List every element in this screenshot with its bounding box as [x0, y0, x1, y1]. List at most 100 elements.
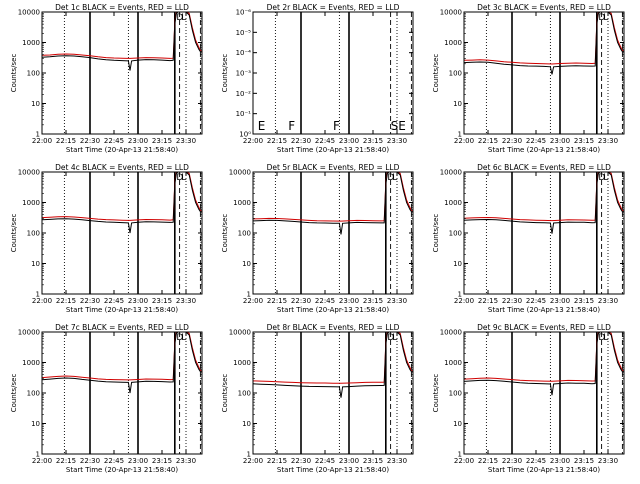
y-tick-label: 1000 — [444, 199, 462, 207]
plot-frame — [463, 171, 625, 295]
y-tick-label: 10000 — [229, 329, 251, 337]
x-axis-title: Start Time (20-Apr-13 21:58:40) — [488, 466, 600, 474]
y-tick-label: 10⁰ — [239, 131, 251, 139]
x-tick-label: 23:00 — [339, 137, 359, 145]
series-line-events — [253, 332, 413, 398]
series-line-events — [464, 172, 624, 234]
y-tick-label: 10 — [242, 420, 251, 428]
y-tick-label: 1000 — [444, 39, 462, 47]
x-tick-label: 22:15 — [56, 297, 76, 305]
x-tick-label: 22:30 — [80, 457, 100, 465]
mode-label: D — [176, 173, 183, 183]
x-axis-title: Start Time (20-Apr-13 21:58:40) — [277, 306, 389, 314]
x-tick-label: 22:15 — [478, 137, 498, 145]
x-tick-label: 23:15 — [152, 457, 172, 465]
x-tick-label: 22:15 — [478, 297, 498, 305]
x-tick-label: 22:30 — [80, 137, 100, 145]
mode-label: L — [603, 13, 608, 23]
plot-frame — [41, 171, 203, 295]
mode-label: D — [598, 173, 605, 183]
series-line-events — [253, 172, 413, 235]
y-tick-label: 10 — [31, 260, 40, 268]
x-tick-label: 23:30 — [387, 297, 407, 305]
x-tick-label: 23:00 — [550, 297, 570, 305]
mode-label: E — [258, 119, 266, 133]
y-tick-label: 1000 — [22, 39, 40, 47]
y-axis-title: Counts/sec — [221, 54, 229, 93]
x-tick-label: 23:15 — [363, 137, 383, 145]
x-tick-label: 22:30 — [502, 137, 522, 145]
x-tick-label: 22:45 — [526, 137, 546, 145]
mode-label: L — [181, 13, 186, 23]
x-tick-label: 22:00 — [32, 297, 52, 305]
y-tick-label: 10⁻⁵ — [236, 29, 252, 37]
y-tick-label: 100 — [27, 70, 40, 78]
x-tick-label: 23:15 — [152, 297, 172, 305]
x-tick-label: 23:00 — [339, 297, 359, 305]
x-tick-label: 23:15 — [363, 297, 383, 305]
x-tick-label: 23:30 — [176, 297, 196, 305]
panel-title: Det 7c BLACK = Events, RED = LLD — [55, 323, 189, 332]
panel-title: Det 6c BLACK = Events, RED = LLD — [477, 163, 611, 172]
x-tick-label: 22:15 — [56, 457, 76, 465]
x-tick-label: 22:00 — [454, 457, 474, 465]
y-tick-label: 10000 — [440, 169, 462, 177]
x-tick-label: 23:00 — [128, 457, 148, 465]
y-tick-label: 1000 — [22, 199, 40, 207]
y-axis-title: Counts/sec — [221, 374, 229, 413]
plot-frame — [463, 11, 625, 135]
y-tick-label: 1000 — [444, 359, 462, 367]
mode-label: L — [181, 333, 186, 343]
x-tick-label: 22:30 — [502, 297, 522, 305]
x-tick-label: 22:45 — [104, 457, 124, 465]
series-group — [253, 172, 413, 235]
panel-title: Det 2r BLACK = Events, RED = LLD — [267, 3, 400, 12]
y-tick-label: 100 — [449, 390, 462, 398]
y-tick-label: 10 — [31, 100, 40, 108]
y-tick-label: 10000 — [18, 329, 40, 337]
mode-label: F — [288, 119, 295, 133]
x-tick-label: 23:00 — [128, 297, 148, 305]
y-tick-label: 100 — [238, 230, 251, 238]
series-line-events — [42, 332, 202, 394]
y-tick-label: 1 — [36, 451, 40, 459]
x-axis-title: Start Time (20-Apr-13 21:58:40) — [66, 146, 178, 154]
y-axis-title: Counts/sec — [10, 374, 18, 413]
y-axis-title: Counts/sec — [432, 214, 440, 253]
x-tick-label: 22:45 — [526, 457, 546, 465]
y-tick-label: 1 — [247, 451, 251, 459]
series-group — [42, 12, 202, 71]
x-tick-label: 23:15 — [152, 137, 172, 145]
y-tick-label: 100 — [27, 390, 40, 398]
y-axis-title: Counts/sec — [10, 54, 18, 93]
mode-label: D — [387, 173, 394, 183]
y-tick-label: 10⁻² — [236, 90, 252, 98]
x-tick-label: 22:00 — [454, 137, 474, 145]
y-tick-label: 10000 — [18, 169, 40, 177]
panel-title: Det 5r BLACK = Events, RED = LLD — [267, 163, 400, 172]
series-group — [464, 12, 624, 75]
panel-title: Det 4c BLACK = Events, RED = LLD — [55, 163, 189, 172]
mode-label: L — [603, 333, 608, 343]
x-tick-label: 23:30 — [598, 297, 618, 305]
y-tick-label: 10000 — [18, 9, 40, 17]
mode-label: SE — [391, 119, 406, 133]
series-group — [464, 332, 624, 396]
x-tick-label: 22:15 — [56, 137, 76, 145]
x-tick-label: 22:45 — [104, 297, 124, 305]
mode-label: L — [603, 173, 608, 183]
series-group — [253, 332, 413, 398]
x-axis-title: Start Time (20-Apr-13 21:58:40) — [277, 466, 389, 474]
x-tick-label: 23:00 — [128, 137, 148, 145]
x-tick-label: 23:30 — [387, 137, 407, 145]
x-tick-label: 23:15 — [574, 457, 594, 465]
mode-label: D — [176, 13, 183, 23]
y-axis-title: Counts/sec — [10, 214, 18, 253]
y-tick-label: 1000 — [233, 359, 251, 367]
y-tick-label: 10⁻³ — [236, 70, 252, 78]
